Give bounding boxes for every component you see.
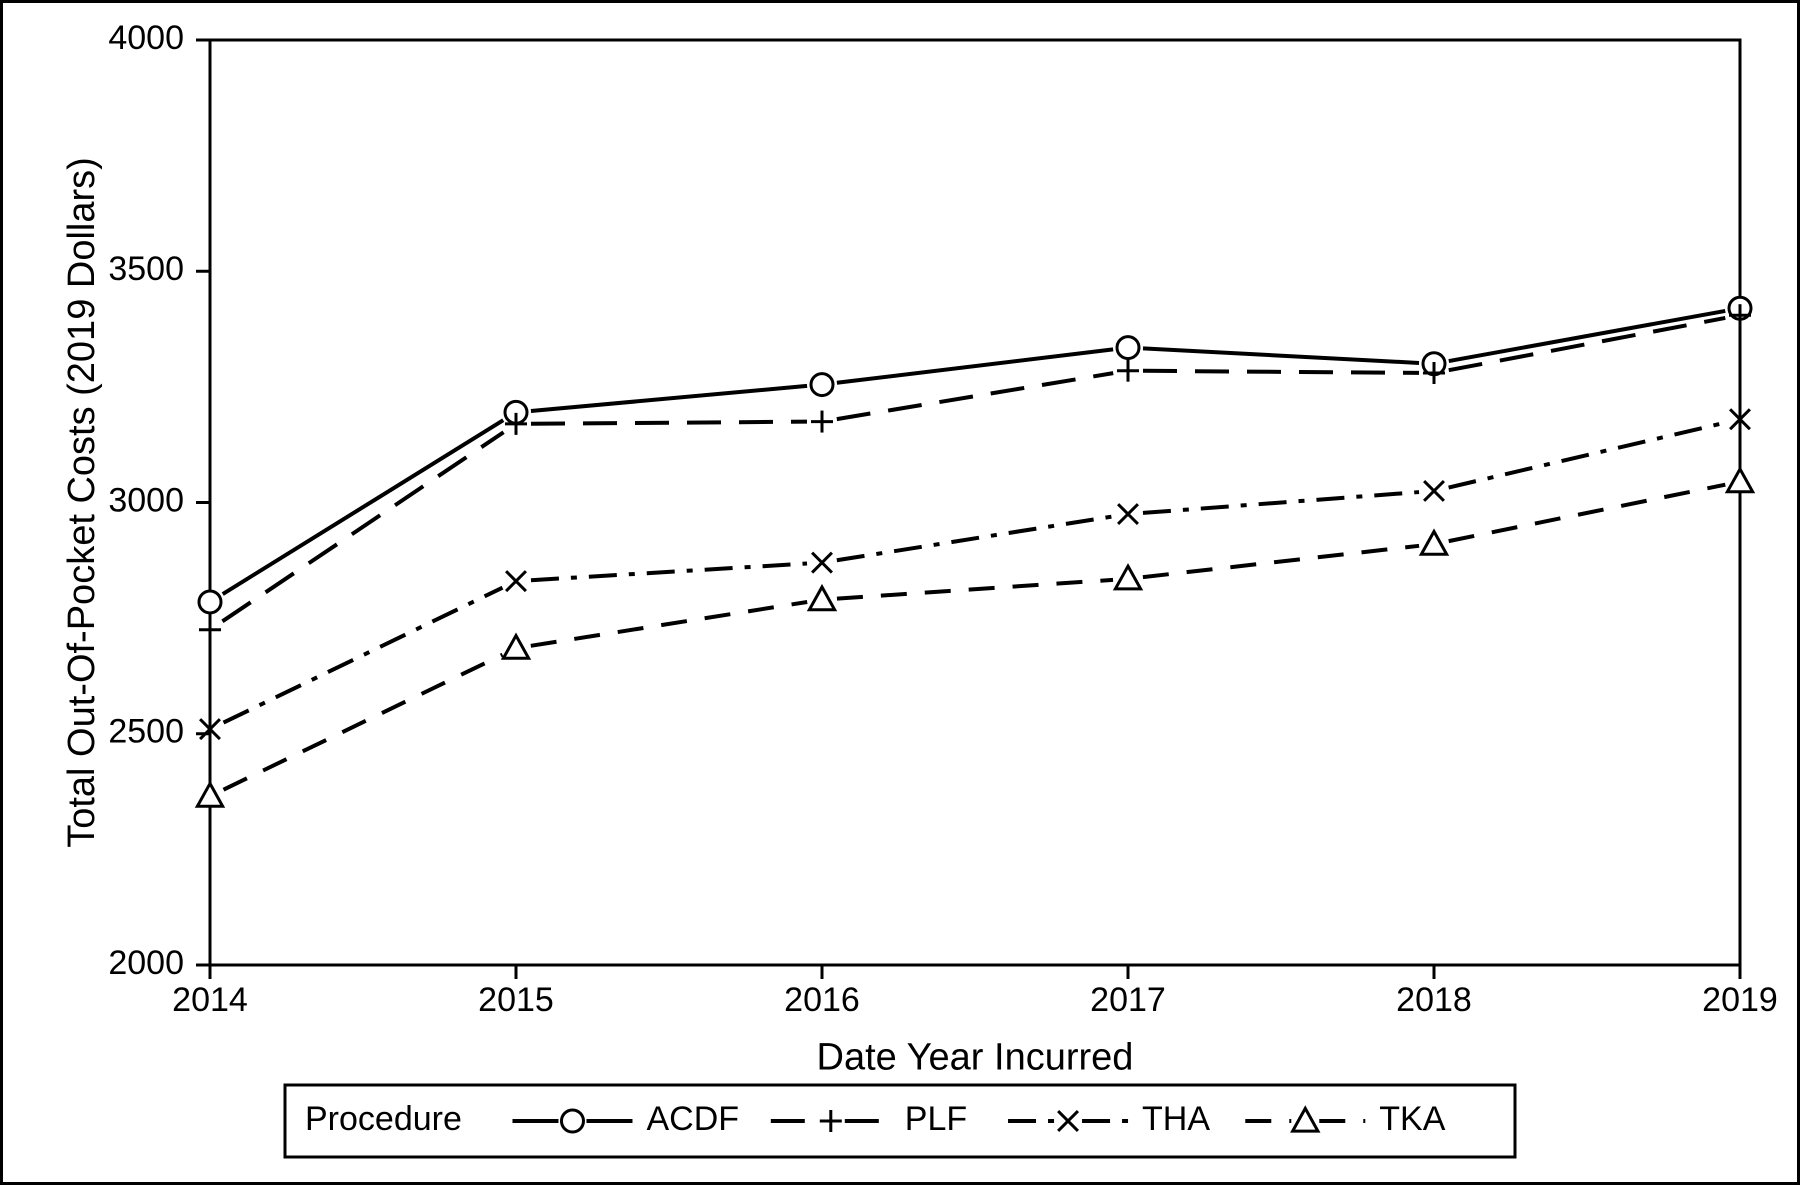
x-axis-label: Date Year Incurred xyxy=(817,1036,1134,1078)
svg-text:3500: 3500 xyxy=(108,250,184,288)
svg-text:PLF: PLF xyxy=(905,1100,967,1138)
svg-text:3000: 3000 xyxy=(108,481,184,519)
svg-text:4000: 4000 xyxy=(108,19,184,57)
svg-text:2019: 2019 xyxy=(1702,981,1778,1019)
svg-text:2000: 2000 xyxy=(108,944,184,982)
svg-text:2015: 2015 xyxy=(478,981,554,1019)
y-axis-label: Total Out-Of-Pocket Costs (2019 Dollars) xyxy=(61,157,103,848)
svg-text:TKA: TKA xyxy=(1379,1100,1445,1138)
chart-page: 2000 2500 3000 3500 4000 2014 2015 2016 2017 2018… xyxy=(0,0,1800,1185)
line-chart: 2000 2500 3000 3500 4000 2014 2015 2016 2017 2018… xyxy=(0,0,1800,1185)
svg-text:2017: 2017 xyxy=(1090,981,1166,1019)
svg-text:2014: 2014 xyxy=(172,981,248,1019)
svg-text:2018: 2018 xyxy=(1396,981,1472,1019)
svg-text:ACDF: ACDF xyxy=(646,1100,739,1138)
svg-text:2016: 2016 xyxy=(784,981,860,1019)
svg-text:Procedure: Procedure xyxy=(305,1100,462,1138)
svg-text:2500: 2500 xyxy=(108,713,184,751)
svg-text:THA: THA xyxy=(1142,1100,1210,1138)
